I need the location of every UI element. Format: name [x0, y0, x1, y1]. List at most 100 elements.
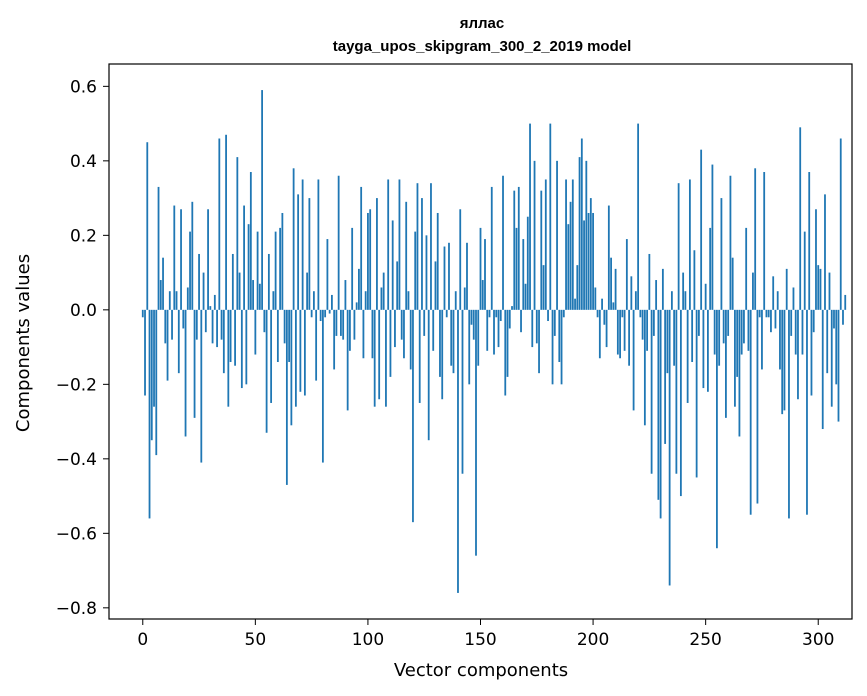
bar: [754, 168, 757, 310]
bar: [378, 309, 381, 400]
bar: [146, 142, 149, 310]
bar: [186, 287, 189, 310]
bar: [659, 309, 662, 519]
bar: [144, 309, 146, 396]
bar: [409, 309, 412, 370]
bar: [621, 309, 624, 318]
bar: [806, 309, 808, 515]
bar: [727, 309, 730, 336]
bar: [222, 309, 225, 374]
bar: [632, 309, 635, 411]
bar: [583, 220, 585, 310]
bar: [211, 309, 214, 344]
bar: [448, 242, 450, 310]
bar: [652, 309, 655, 336]
bar: [502, 175, 504, 310]
bar: [679, 309, 682, 497]
bar: [303, 309, 306, 396]
bar: [799, 127, 802, 310]
bar: [605, 309, 608, 348]
bar: [358, 268, 360, 310]
bar: [171, 309, 173, 340]
x-tick-label: 200: [577, 630, 609, 650]
bar: [761, 309, 763, 370]
bar: [580, 138, 583, 310]
bar: [265, 309, 268, 433]
y-axis-ticks: 0.6 0.4 0.2 0.0 −0.2 −0.4 −0.6 −0.8: [56, 77, 109, 619]
bar: [625, 239, 628, 310]
y-tick-label: 0.2: [70, 226, 97, 246]
bar: [508, 309, 511, 329]
bar: [396, 261, 399, 310]
bar: [454, 291, 457, 310]
bar: [470, 309, 473, 325]
bar: [547, 309, 549, 322]
bar: [457, 309, 459, 593]
bar: [231, 253, 234, 310]
bar: [369, 209, 372, 310]
bar: [668, 309, 671, 586]
bar: [756, 309, 759, 504]
bar: [283, 309, 286, 344]
bar: [389, 309, 392, 377]
bar: [551, 309, 554, 385]
bar: [686, 309, 689, 403]
y-axis-label: Components values: [13, 254, 34, 432]
bar: [445, 309, 448, 318]
bar: [740, 309, 743, 355]
bar: [630, 276, 633, 310]
bar: [301, 179, 304, 310]
bar: [189, 231, 191, 310]
bar: [529, 123, 531, 310]
bar: [245, 309, 248, 385]
bar: [542, 265, 545, 310]
chart-subtitle: tayga_upos_skipgram_300_2_2019 model: [333, 38, 632, 55]
bar: [585, 160, 588, 310]
bar: [698, 309, 700, 336]
bar: [335, 309, 338, 336]
bar: [574, 298, 576, 310]
bar: [785, 268, 788, 310]
bar: [641, 309, 644, 340]
bar: [315, 309, 318, 381]
bar: [403, 309, 405, 359]
bar: [297, 194, 300, 310]
bar: [175, 291, 178, 310]
bar: [351, 227, 354, 310]
bar: [725, 309, 727, 418]
bar: [209, 306, 212, 310]
bar: [646, 309, 649, 351]
bar: [466, 242, 468, 310]
bar: [243, 205, 245, 310]
bar: [657, 309, 660, 500]
bar: [734, 309, 736, 407]
bar: [826, 309, 829, 374]
bar: [261, 90, 263, 310]
bar: [236, 157, 239, 310]
bar: [688, 179, 691, 310]
bar: [463, 287, 466, 310]
bar: [670, 291, 673, 310]
bar: [743, 309, 745, 344]
bar: [752, 272, 754, 310]
bar: [560, 309, 563, 385]
bar: [844, 294, 847, 310]
bar: [648, 253, 651, 310]
bar: [520, 309, 522, 333]
bar: [812, 309, 815, 333]
bar: [695, 309, 698, 478]
bar: [252, 280, 254, 310]
bar: [544, 179, 547, 310]
bar: [319, 309, 322, 322]
bar: [337, 175, 340, 310]
bar: [767, 309, 770, 318]
bar: [247, 224, 250, 310]
bar: [616, 309, 619, 355]
bar: [414, 231, 417, 310]
bar: [794, 309, 797, 355]
bar: [716, 309, 718, 549]
bar: [168, 291, 171, 310]
x-tick-label: 150: [464, 630, 496, 650]
bar: [407, 291, 410, 310]
bar: [326, 239, 329, 310]
